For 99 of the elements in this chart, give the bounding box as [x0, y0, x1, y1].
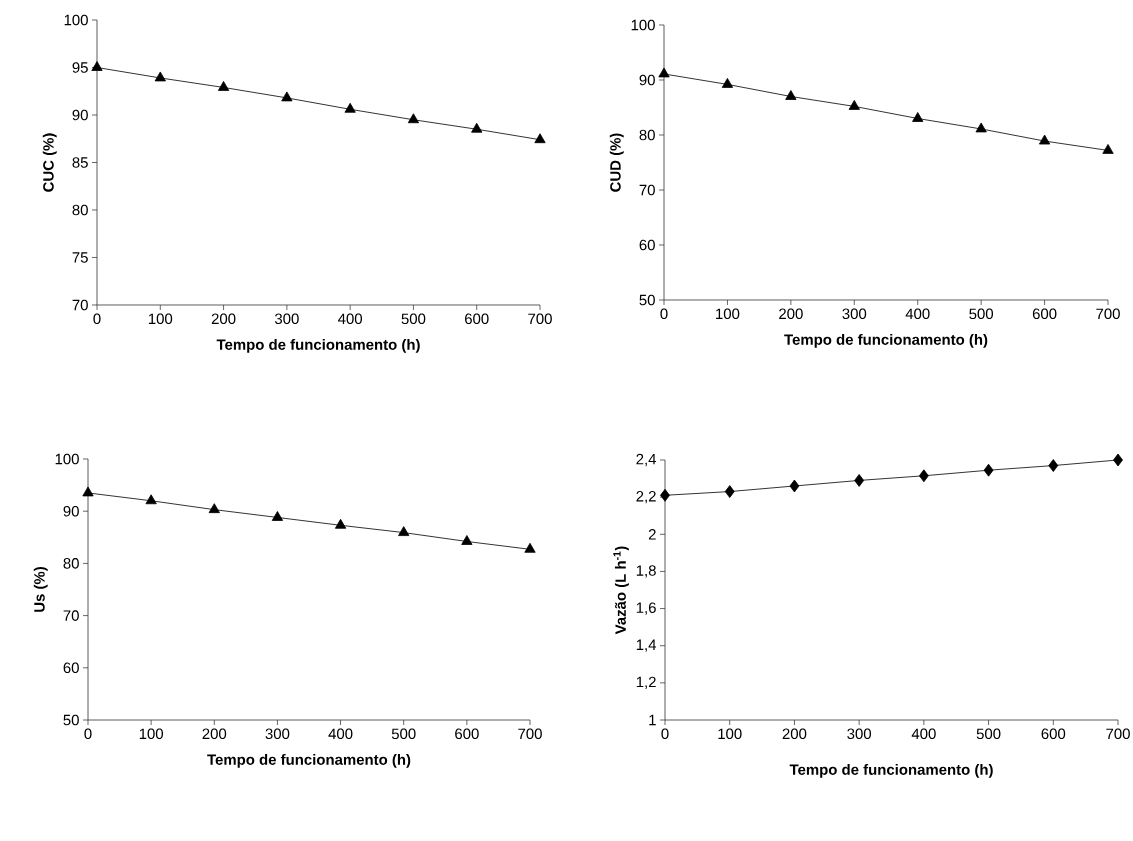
x-tick-label: 0 — [660, 308, 668, 320]
y-tick-label: 50 — [639, 294, 655, 306]
x-axis-title: Tempo de funcionamento (h) — [789, 763, 993, 778]
x-tick-label: 700 — [518, 728, 542, 740]
x-tick-label: 0 — [84, 728, 92, 740]
y-tick-label: 80 — [63, 558, 79, 569]
y-axis-title: Us (%) — [33, 567, 48, 612]
x-tick-label: 200 — [782, 728, 807, 740]
x-tick-label: 500 — [969, 308, 994, 320]
y-tick-label: 60 — [639, 239, 655, 251]
x-tick-label: 600 — [455, 728, 479, 740]
x-tick-label: 500 — [391, 728, 416, 740]
y-tick-label: 90 — [639, 74, 655, 86]
x-tick-label: 0 — [93, 313, 101, 325]
x-tick-label: 300 — [842, 308, 867, 320]
x-axis-title: Tempo de funcionamento (h) — [216, 338, 420, 353]
x-tick-label: 500 — [401, 313, 426, 325]
x-tick-label: 700 — [1106, 728, 1130, 740]
point — [789, 479, 800, 493]
x-tick-label: 300 — [274, 313, 299, 325]
point — [271, 511, 284, 521]
point — [724, 485, 735, 498]
y-tick-label: 1 — [649, 714, 656, 726]
y-axis-title: CUC (%) — [42, 133, 57, 192]
point — [658, 67, 670, 78]
x-axis-title: Tempo de funcionamento (h) — [207, 753, 411, 768]
point — [848, 99, 860, 110]
point — [1113, 453, 1123, 467]
point — [975, 122, 987, 133]
point — [461, 535, 473, 545]
point — [524, 542, 536, 553]
x-tick-label: 200 — [202, 728, 227, 740]
y-tick-label: 70 — [72, 299, 88, 311]
x-tick-label: 500 — [976, 728, 1001, 740]
y-tick-label: 1,6 — [636, 602, 656, 615]
x-tick-label: 200 — [779, 308, 803, 320]
point — [918, 469, 929, 483]
x-tick-label: 100 — [716, 308, 740, 320]
x-tick-label: 100 — [718, 728, 742, 740]
point — [912, 112, 924, 122]
y-tick-label: 100 — [631, 19, 655, 31]
y-axis-title: CUD (%) — [609, 133, 624, 192]
y-tick-label: 70 — [639, 184, 655, 196]
point — [854, 474, 865, 487]
x-tick-label: 300 — [847, 728, 872, 740]
point — [1038, 134, 1051, 145]
y-tick-label: 1,2 — [636, 676, 656, 690]
point — [208, 503, 220, 514]
point — [407, 113, 420, 124]
point — [82, 486, 94, 497]
x-tick-label: 100 — [148, 313, 173, 325]
x-tick-label: 0 — [661, 728, 669, 740]
x-tick-label: 400 — [905, 308, 930, 320]
x-tick-label: 700 — [1096, 308, 1120, 320]
y-tick-label: 80 — [639, 129, 655, 141]
x-tick-label: 600 — [1041, 728, 1066, 740]
y-tick-label: 85 — [72, 157, 88, 168]
y-tick-label: 1,4 — [636, 639, 657, 652]
point — [1102, 143, 1114, 154]
x-tick-label: 600 — [1032, 308, 1057, 320]
x-tick-label: 200 — [211, 313, 236, 325]
point — [398, 526, 410, 536]
y-tick-label: 2,2 — [636, 490, 656, 504]
point — [534, 133, 546, 144]
point — [145, 494, 157, 505]
point — [217, 81, 230, 91]
y-tick-label: 90 — [72, 109, 88, 121]
x-tick-label: 400 — [328, 728, 353, 740]
y-axis-title: Vazão (L h$^{-1}$) — [613, 546, 629, 635]
y-tick-label: 80 — [72, 204, 88, 216]
y-tick-label: 90 — [63, 505, 79, 517]
x-tick-label: 700 — [528, 313, 552, 325]
point — [721, 77, 734, 88]
point — [344, 102, 356, 113]
y-tick-label: 2,4 — [636, 453, 657, 467]
point — [154, 71, 166, 82]
y-tick-label: 75 — [72, 252, 88, 263]
point — [785, 90, 797, 100]
point — [91, 61, 103, 71]
point — [1048, 459, 1059, 472]
point — [983, 463, 994, 477]
point — [281, 91, 293, 102]
y-tick-label: 100 — [64, 14, 88, 26]
y-tick-label: 100 — [55, 453, 79, 465]
point — [660, 488, 670, 502]
y-tick-label: 50 — [63, 714, 79, 726]
y-tick-label: 95 — [72, 62, 88, 73]
y-tick-label: 60 — [63, 662, 79, 674]
y-tick-label: 70 — [63, 610, 79, 621]
x-tick-label: 600 — [465, 313, 489, 325]
point — [334, 518, 347, 529]
y-tick-label: 1,8 — [636, 565, 656, 578]
point — [471, 122, 483, 133]
y-tick-label: 2 — [648, 529, 656, 540]
x-tick-label: 400 — [338, 313, 363, 325]
x-tick-label: 400 — [911, 728, 936, 740]
x-axis-title: Tempo de funcionamento (h) — [784, 333, 988, 348]
x-tick-label: 100 — [139, 728, 164, 740]
x-tick-label: 300 — [265, 728, 290, 740]
